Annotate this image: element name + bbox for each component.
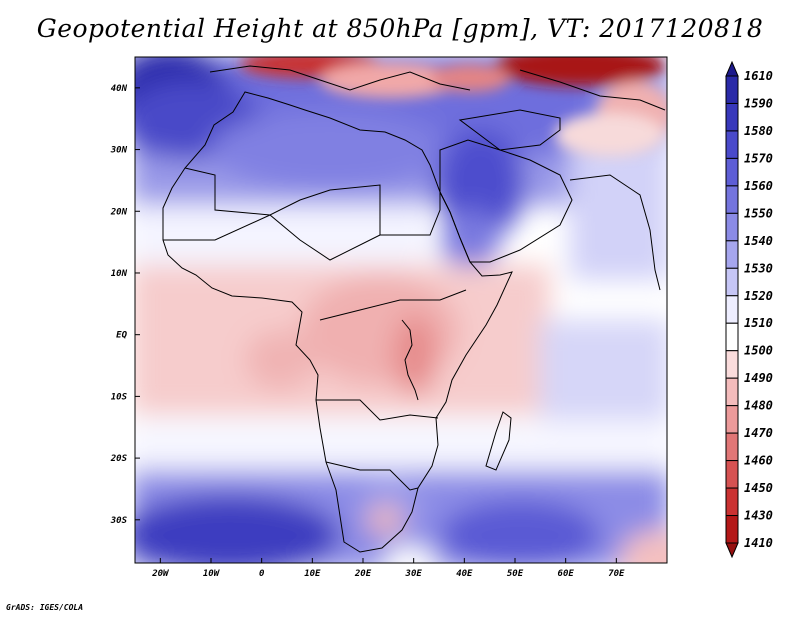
lon-tick-label: 60E bbox=[558, 569, 575, 579]
colorbar-swatch bbox=[725, 75, 739, 104]
colorbar-label: 1550 bbox=[744, 206, 773, 220]
map-frame bbox=[134, 56, 668, 564]
colorbar-swatch bbox=[725, 405, 739, 434]
colorbar-label: 1540 bbox=[744, 234, 773, 248]
lat-tick-label: 30N bbox=[110, 146, 128, 156]
colorbar-swatch bbox=[725, 240, 739, 269]
axis-ticks: 20W 10W 0 10E 20E 30E 40E 50E 60E 70E 40N 30N 20N 10N… bbox=[110, 84, 625, 579]
colorbar-label: 1560 bbox=[744, 179, 773, 193]
colorbar-swatch bbox=[725, 432, 739, 462]
lon-tick-label: 20E bbox=[354, 569, 372, 579]
colorbar-swatch bbox=[725, 377, 739, 407]
lon-tick-label: 0 bbox=[259, 569, 265, 579]
height-field bbox=[135, 57, 667, 563]
colorbar-label: 1410 bbox=[744, 536, 773, 550]
colorbar-label: 1590 bbox=[744, 96, 773, 110]
colorbar-label: 1460 bbox=[744, 454, 773, 468]
colorbar-top-arrow bbox=[725, 60, 739, 77]
colorbar-swatch bbox=[725, 460, 739, 489]
colorbar-swatch bbox=[725, 185, 739, 214]
lat-tick-label: 20N bbox=[110, 207, 128, 217]
colorbar-label: 1510 bbox=[744, 316, 773, 330]
lon-tick-label: 20W bbox=[151, 569, 170, 579]
grads-credit: GrADS: IGES/COLA bbox=[6, 603, 84, 612]
colorbar-swatch bbox=[725, 130, 739, 159]
page-title: Geopotential Height at 850hPa [gpm], VT:… bbox=[36, 14, 764, 43]
colorbar-swatch bbox=[725, 350, 739, 379]
colorbar-swatch bbox=[725, 515, 739, 544]
lon-tick-label: 10E bbox=[304, 569, 321, 579]
lon-tick-label: 10W bbox=[203, 569, 221, 579]
lat-tick-label: EQ bbox=[116, 331, 127, 341]
lat-tick-label: 40N bbox=[111, 84, 128, 94]
colorbar-swatch bbox=[725, 487, 739, 517]
colorbar-label: 1520 bbox=[744, 289, 773, 303]
colorbar-label: 1610 bbox=[744, 69, 773, 83]
colorbar-swatch bbox=[725, 295, 739, 324]
colorbar-label: 1570 bbox=[744, 151, 773, 165]
colorbar-label: 1470 bbox=[744, 426, 773, 440]
coastline-overlay bbox=[162, 65, 666, 553]
lat-tick-label: 10N bbox=[111, 269, 128, 279]
colorbar-label: 1450 bbox=[744, 481, 773, 495]
colorbar-swatch bbox=[725, 157, 739, 187]
colorbar-label: 1580 bbox=[744, 124, 773, 138]
colorbar-label: 1530 bbox=[744, 261, 773, 275]
lon-tick-label: 70E bbox=[608, 569, 625, 579]
colorbar-label: 1480 bbox=[744, 399, 773, 413]
colorbar-swatch bbox=[725, 267, 739, 297]
colorbar-label: 1500 bbox=[744, 344, 773, 358]
lon-tick-label: 30E bbox=[405, 569, 423, 579]
colorbar-label: 1490 bbox=[744, 371, 773, 385]
colorbar-swatch bbox=[725, 102, 739, 132]
lat-tick-label: 10S bbox=[111, 392, 128, 402]
colorbar-bottom-arrow bbox=[725, 542, 739, 559]
colorbar: 1610 1590 1580 1570 1560 1550 1540 1530 1520 1510… bbox=[725, 60, 773, 559]
lat-tick-label: 20S bbox=[110, 454, 128, 464]
lon-tick-label: 50E bbox=[507, 569, 524, 579]
lon-tick-label: 40E bbox=[456, 569, 473, 579]
colorbar-swatch bbox=[725, 322, 739, 352]
colorbar-swatch bbox=[725, 212, 739, 242]
colorbar-label: 1430 bbox=[744, 509, 773, 523]
lat-tick-label: 30S bbox=[110, 516, 128, 526]
